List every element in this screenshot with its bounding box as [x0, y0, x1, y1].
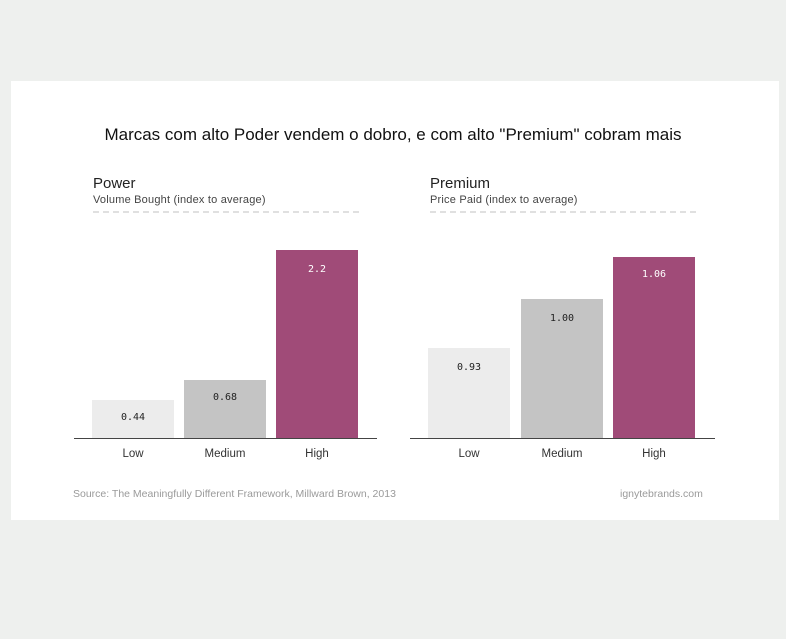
chart-title: Marcas com alto Poder vendem o dobro, e …	[104, 125, 682, 144]
power-category-label-high: High	[305, 448, 329, 460]
premium-value-label-medium: 1.00	[549, 312, 575, 324]
power-bar-low	[92, 400, 174, 438]
power-category-label-medium: Medium	[204, 448, 246, 460]
source-note: Source: The Meaningfully Different Frame…	[73, 488, 396, 500]
premium-value-label-low: 0.93	[456, 361, 482, 373]
premium-baseline	[410, 438, 715, 439]
power-bar-medium	[184, 379, 266, 438]
premium-bar-high	[613, 257, 695, 438]
premium-category-label-medium: Medium	[541, 448, 583, 460]
premium-category-label-low: Low	[458, 448, 480, 460]
premium-bar-low	[428, 347, 510, 438]
premium-value-label-high: 1.06	[641, 269, 667, 280]
power-baseline	[74, 438, 377, 439]
premium-panel-title: Premium	[430, 175, 491, 192]
power-divider	[93, 211, 359, 213]
brand-link[interactable]: ignytebrands.com	[620, 488, 703, 500]
power-bar-high	[276, 250, 358, 438]
premium-divider	[430, 211, 696, 213]
power-value-label-high: 2.2	[307, 264, 327, 275]
power-value-label-low: 0.44	[120, 412, 146, 424]
premium-bar-medium	[521, 298, 603, 438]
premium-category-label-high: High	[642, 448, 666, 460]
power-panel-title: Power	[93, 175, 136, 192]
premium-panel-subtitle: Price Paid (index to average)	[430, 194, 578, 206]
power-category-label-low: Low	[122, 448, 144, 460]
power-panel-subtitle: Volume Bought (index to average)	[93, 194, 266, 206]
power-value-label-medium: 0.68	[212, 391, 238, 403]
